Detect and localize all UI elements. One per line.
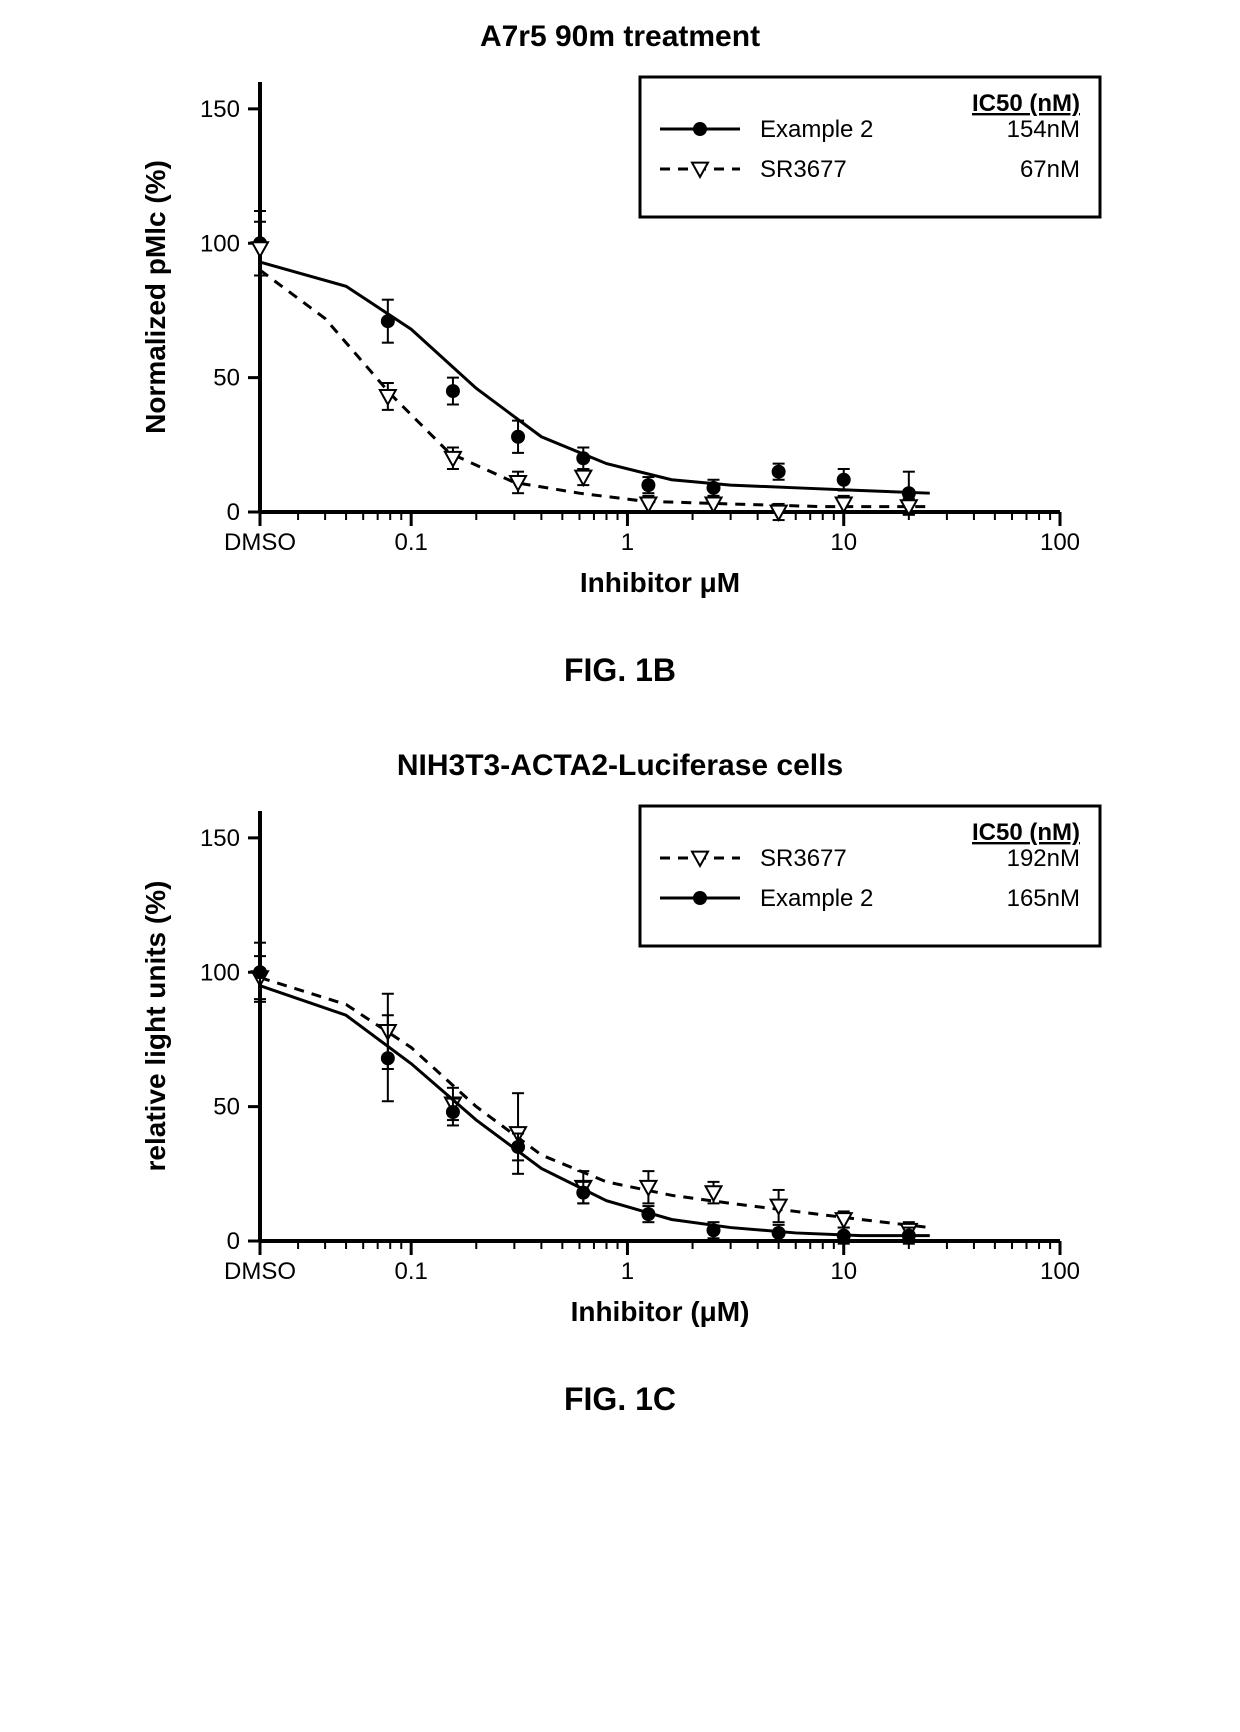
svg-text:0: 0 (227, 499, 240, 526)
svg-text:Inhibitor (μM): Inhibitor (μM) (571, 1296, 750, 1327)
svg-text:SR3677: SR3677 (760, 845, 847, 872)
svg-text:IC50 (nM): IC50 (nM) (972, 90, 1080, 117)
svg-text:192nM: 192nM (1007, 845, 1080, 872)
figure-1b-label: FIG. 1B (20, 652, 1220, 689)
figure-1c-label: FIG. 1C (20, 1381, 1220, 1418)
svg-text:SR3677: SR3677 (760, 156, 847, 183)
chart-1-title: A7r5 90m treatment (20, 20, 1220, 54)
svg-text:154nM: 154nM (1007, 116, 1080, 143)
svg-text:Normalized pMlc (%): Normalized pMlc (%) (140, 160, 171, 434)
chart-2-svg: 0 50 100 150 DMSO 0.1 1 10 100 Inhibitor (μM) rela… (120, 791, 1120, 1351)
svg-text:0.1: 0.1 (394, 529, 427, 556)
svg-text:0: 0 (227, 1228, 240, 1255)
svg-text:1: 1 (621, 529, 634, 556)
chart-2-block: NIH3T3-ACTA2-Luciferase cells 0 50 100 150 D… (20, 749, 1220, 1418)
svg-text:Example 2: Example 2 (760, 116, 873, 143)
svg-text:1: 1 (621, 1258, 634, 1285)
figure-container: A7r5 90m treatment 050100150DMSO0.111010… (20, 20, 1220, 1418)
chart-1-block: A7r5 90m treatment 0 50 100 150 DMSO 0.1 1 10 10… (20, 20, 1220, 689)
svg-text:100: 100 (200, 230, 240, 257)
svg-text:100: 100 (1040, 1258, 1080, 1285)
svg-text:0.1: 0.1 (394, 1258, 427, 1285)
chart-2-title: NIH3T3-ACTA2-Luciferase cells (20, 749, 1220, 783)
svg-text:DMSO: DMSO (224, 529, 296, 556)
svg-text:67nM: 67nM (1020, 156, 1080, 183)
svg-text:100: 100 (1040, 529, 1080, 556)
svg-text:IC50 (nM): IC50 (nM) (972, 819, 1080, 846)
svg-text:150: 150 (200, 825, 240, 852)
svg-text:100: 100 (200, 959, 240, 986)
svg-text:relative light units (%): relative light units (%) (140, 881, 171, 1172)
chart-1-svg: 0 50 100 150 DMSO 0.1 1 10 100 Inhibitor μM Normal… (120, 62, 1120, 622)
svg-text:Inhibitor μM: Inhibitor μM (580, 567, 740, 598)
svg-text:10: 10 (830, 1258, 857, 1285)
svg-text:DMSO: DMSO (224, 1258, 296, 1285)
svg-text:10: 10 (830, 529, 857, 556)
svg-text:150: 150 (200, 96, 240, 123)
svg-text:Example 2: Example 2 (760, 885, 873, 912)
svg-text:50: 50 (213, 365, 240, 392)
svg-text:165nM: 165nM (1007, 885, 1080, 912)
svg-text:50: 50 (213, 1094, 240, 1121)
